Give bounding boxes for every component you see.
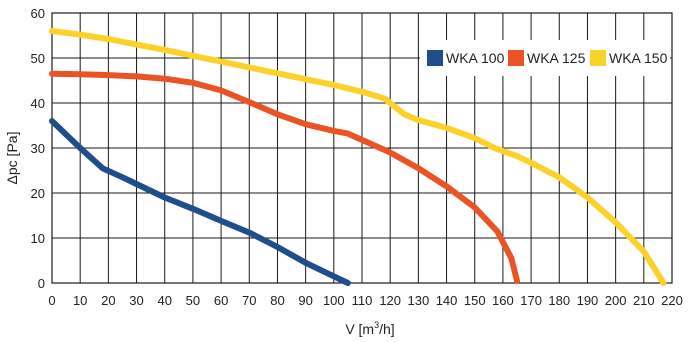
legend-swatch-wka-100 (427, 50, 443, 66)
legend-swatch-wka-150 (590, 50, 606, 66)
y-tick-labels: 0 10 20 30 40 50 60 (31, 6, 45, 291)
x-tick-label: 80 (270, 293, 284, 308)
x-tick-label: 50 (186, 293, 200, 308)
legend-label: WKA 100 (446, 50, 505, 66)
legend: WKA 100 WKA 125 WKA 150 (420, 40, 670, 76)
x-tick-label: 110 (352, 293, 373, 308)
x-tick-label: 100 (323, 293, 345, 308)
plot-frame (51, 12, 673, 284)
series-line-wka-100 (49, 118, 351, 286)
x-tick-label: 60 (214, 293, 228, 308)
x-tick-label: 220 (661, 293, 683, 308)
series-line-wka-125 (49, 70, 520, 284)
y-tick-label: 10 (31, 231, 45, 246)
x-tick-label: 150 (464, 293, 486, 308)
x-axis-title: V [m3/h] (345, 320, 394, 337)
legend-label: WKA 125 (527, 50, 586, 66)
x-tick-label: 160 (492, 293, 514, 308)
x-tick-label: 10 (73, 293, 87, 308)
x-tick-label: 140 (436, 293, 458, 308)
y-tick-label: 40 (31, 96, 45, 111)
x-tick-label: 70 (242, 293, 256, 308)
legend-background (420, 40, 670, 76)
legend-swatch-wka-125 (508, 50, 524, 66)
x-tick-label: 170 (520, 293, 542, 308)
x-tick-label: 120 (379, 293, 401, 308)
x-tick-label: 20 (101, 293, 115, 308)
x-tick-label: 30 (129, 293, 143, 308)
x-tick-label: 180 (548, 293, 570, 308)
y-axis-title: Δpc [Pa] (4, 132, 20, 185)
x-tick-label: 200 (605, 293, 627, 308)
x-tick-label: 190 (577, 293, 599, 308)
axes (51, 12, 673, 284)
x-tick-label: 0 (48, 293, 55, 308)
y-tick-label: 50 (31, 51, 45, 66)
series-line-wka-150 (49, 28, 667, 286)
series-lines (49, 28, 667, 286)
legend-label: WKA 150 (609, 50, 668, 66)
x-tick-label: 130 (408, 293, 430, 308)
y-tick-label: 0 (38, 276, 45, 291)
y-tick-label: 30 (31, 141, 45, 156)
x-tick-label: 210 (633, 293, 655, 308)
x-tick-label: 90 (298, 293, 312, 308)
y-tick-label: 60 (31, 6, 45, 21)
x-tick-labels: 0 10 20 30 40 50 60 70 80 90 100 110 120 130 140 150 160… (48, 293, 682, 308)
y-tick-label: 20 (31, 186, 45, 201)
x-tick-label: 40 (157, 293, 171, 308)
